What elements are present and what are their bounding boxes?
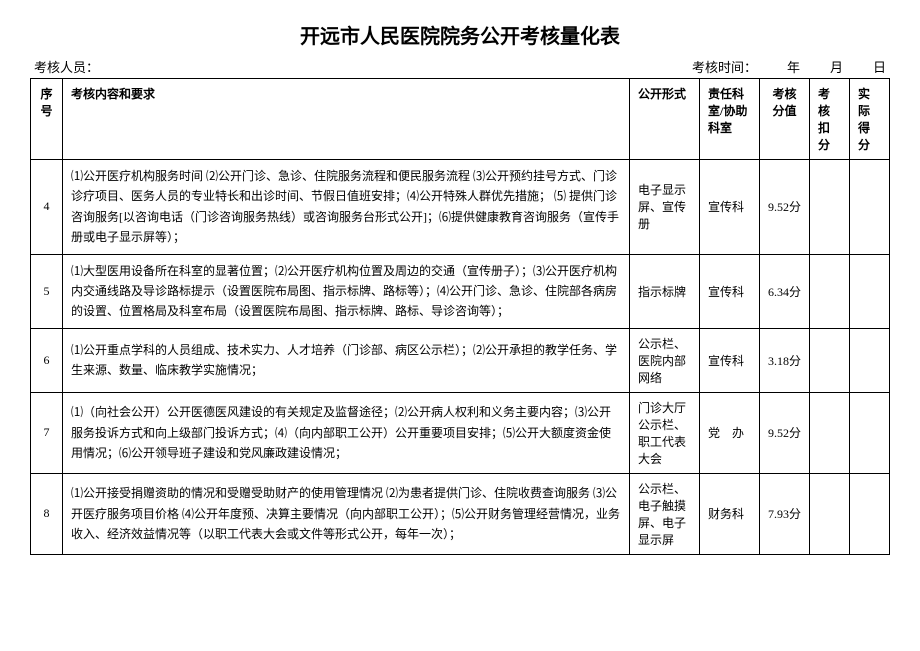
cell-score: 9.52分	[760, 392, 810, 473]
cell-score: 6.34分	[760, 254, 810, 328]
col-deduct: 考核扣分	[810, 79, 850, 160]
month-label: 月	[830, 57, 843, 76]
cell-dept: 宣传科	[700, 160, 760, 255]
cell-content: ⑴公开重点学科的人员组成、技术实力、人才培养（门诊部、病区公示栏）；⑵公开承担的…	[63, 328, 630, 392]
table-row: 7 ⑴（向社会公开）公开医德医风建设的有关规定及监督途径；⑵公开病人权利和义务主…	[31, 392, 890, 473]
cell-seq: 7	[31, 392, 63, 473]
col-seq: 序号	[31, 79, 63, 160]
cell-score: 9.52分	[760, 160, 810, 255]
table-row: 4 ⑴公开医疗机构服务时间 ⑵公开门诊、急诊、住院服务流程和便民服务流程 ⑶公开…	[31, 160, 890, 255]
cell-form: 门诊大厅公示栏、职工代表大会	[630, 392, 700, 473]
cell-actual	[850, 160, 890, 255]
cell-form: 公示栏、电子触摸屏、电子显示屏	[630, 473, 700, 554]
table-row: 6 ⑴公开重点学科的人员组成、技术实力、人才培养（门诊部、病区公示栏）；⑵公开承…	[31, 328, 890, 392]
page-title: 开远市人民医院院务公开考核量化表	[30, 20, 890, 49]
col-score: 考核分值	[760, 79, 810, 160]
cell-actual	[850, 328, 890, 392]
cell-dept: 宣传科	[700, 254, 760, 328]
cell-actual	[850, 473, 890, 554]
cell-seq: 4	[31, 160, 63, 255]
cell-deduct	[810, 254, 850, 328]
cell-seq: 8	[31, 473, 63, 554]
cell-content: ⑴大型医用设备所在科室的显著位置；⑵公开医疗机构位置及周边的交通（宣传册子）；⑶…	[63, 254, 630, 328]
cell-deduct	[810, 328, 850, 392]
table-row: 5 ⑴大型医用设备所在科室的显著位置；⑵公开医疗机构位置及周边的交通（宣传册子）…	[31, 254, 890, 328]
cell-content: ⑴（向社会公开）公开医德医风建设的有关规定及监督途径；⑵公开病人权利和义务主要内…	[63, 392, 630, 473]
col-form: 公开形式	[630, 79, 700, 160]
col-actual: 实际得分	[850, 79, 890, 160]
cell-deduct	[810, 392, 850, 473]
col-dept: 责任科室/协助科室	[700, 79, 760, 160]
cell-dept: 宣传科	[700, 328, 760, 392]
cell-score: 3.18分	[760, 328, 810, 392]
cell-deduct	[810, 160, 850, 255]
cell-seq: 5	[31, 254, 63, 328]
cell-dept: 党 办	[700, 392, 760, 473]
header-row: 考核人员： 考核时间： 年 月 日	[30, 57, 890, 76]
year-label: 年	[787, 57, 800, 76]
cell-seq: 6	[31, 328, 63, 392]
assessor-label: 考核人员：	[34, 60, 99, 75]
table-header-row: 序号 考核内容和要求 公开形式 责任科室/协助科室 考核分值 考核扣分 实际得分	[31, 79, 890, 160]
cell-form: 指示标牌	[630, 254, 700, 328]
col-content: 考核内容和要求	[63, 79, 630, 160]
cell-form: 电子显示屏、宣传册	[630, 160, 700, 255]
cell-actual	[850, 392, 890, 473]
table-row: 8 ⑴公开接受捐赠资助的情况和受赠受助财产的使用管理情况 ⑵为患者提供门诊、住院…	[31, 473, 890, 554]
cell-form: 公示栏、医院内部网络	[630, 328, 700, 392]
cell-score: 7.93分	[760, 473, 810, 554]
cell-deduct	[810, 473, 850, 554]
cell-content: ⑴公开接受捐赠资助的情况和受赠受助财产的使用管理情况 ⑵为患者提供门诊、住院收费…	[63, 473, 630, 554]
cell-actual	[850, 254, 890, 328]
cell-dept: 财务科	[700, 473, 760, 554]
day-label: 日	[873, 57, 886, 76]
assessment-table: 序号 考核内容和要求 公开形式 责任科室/协助科室 考核分值 考核扣分 实际得分…	[30, 78, 890, 555]
time-label: 考核时间：	[692, 57, 757, 76]
cell-content: ⑴公开医疗机构服务时间 ⑵公开门诊、急诊、住院服务流程和便民服务流程 ⑶公开预约…	[63, 160, 630, 255]
